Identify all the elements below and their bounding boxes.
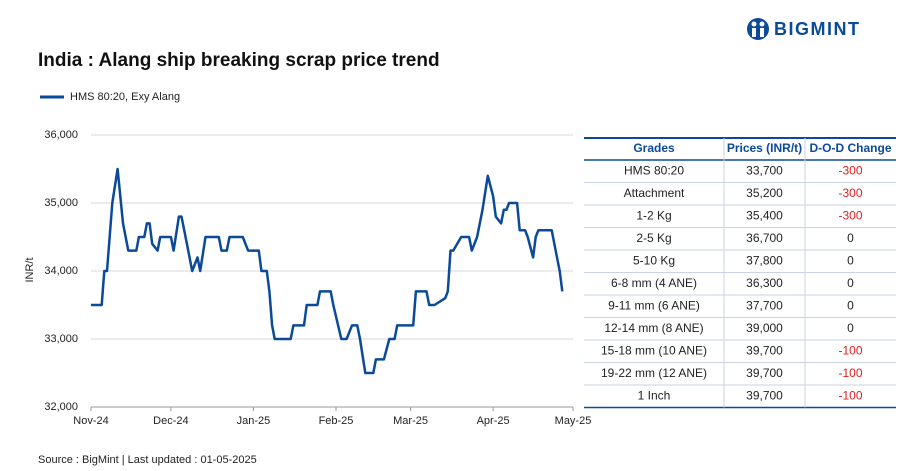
table-cell: -300	[838, 208, 862, 222]
table-cell: 0	[847, 321, 854, 335]
table-cell: 0	[847, 231, 854, 245]
table-cell: -100	[838, 388, 862, 402]
x-tick-label: Feb-25	[319, 415, 354, 427]
table-header: Grades	[633, 141, 675, 155]
table-cell: 1 Inch	[638, 388, 671, 402]
table-cell: 0	[847, 276, 854, 290]
table-cell: -300	[838, 186, 862, 200]
y-tick-label: 36,000	[44, 129, 78, 141]
y-tick-label: 33,000	[44, 333, 78, 345]
y-tick-label: 34,000	[44, 265, 78, 277]
table-cell: 36,700	[746, 231, 783, 245]
x-tick-label: Dec-24	[153, 415, 188, 427]
logo-icon-dot	[759, 21, 765, 27]
logo-icon	[747, 18, 769, 40]
price-table: Grades Prices (INR/t) D-O-D Change HMS 80:2…	[584, 137, 896, 409]
x-tick-label: May-25	[555, 415, 592, 427]
logo-icon-bar	[752, 28, 756, 37]
x-tick-label: Apr-25	[477, 415, 510, 427]
table-cell: 5-10 Kg	[633, 253, 675, 267]
table-header: D-O-D Change	[810, 141, 892, 155]
legend-label: HMS 80:20, Exy Alang	[70, 91, 180, 103]
table-cell: 12-14 mm (8 ANE)	[604, 321, 703, 335]
price-line	[91, 167, 564, 375]
x-tick-label: Mar-25	[393, 415, 428, 427]
logo-text: BIGMINT	[774, 19, 861, 39]
table-cell: 37,800	[746, 253, 783, 267]
logo-icon-bar	[760, 28, 764, 37]
y-axis-label: INR/t	[24, 257, 36, 282]
table-cell: 35,200	[746, 186, 783, 200]
table-cell: 37,700	[746, 298, 783, 312]
y-tick-label: 32,000	[44, 401, 78, 413]
table-cell: -300	[838, 163, 862, 177]
table-cell: 0	[847, 253, 854, 267]
chart-title: India : Alang ship breaking scrap price …	[38, 50, 440, 71]
table-cell: -100	[838, 343, 862, 357]
table-cell: 0	[847, 298, 854, 312]
table-cell: 6-8 mm (4 ANE)	[611, 276, 697, 290]
logo: BIGMINT	[747, 18, 861, 40]
table-cell: HMS 80:20	[624, 163, 684, 177]
table-header: Prices (INR/t)	[727, 141, 802, 155]
table-cell: 1-2 Kg	[636, 208, 671, 222]
table-cell: 9-11 mm (6 ANE)	[608, 298, 700, 312]
table-cell: 33,700	[746, 163, 783, 177]
logo-icon-dot	[751, 21, 757, 27]
x-tick-label: Jan-25	[237, 415, 271, 427]
table-cell: 19-22 mm (12 ANE)	[601, 366, 707, 380]
table-cell: 36,300	[746, 276, 783, 290]
table-cell: 2-5 Kg	[636, 231, 671, 245]
table-cell: 39,000	[746, 321, 783, 335]
x-tick-label: Nov-24	[73, 415, 108, 427]
table-cell: 39,700	[746, 388, 783, 402]
table-cell: -100	[838, 366, 862, 380]
table-cell: 35,400	[746, 208, 783, 222]
table-cell: 39,700	[746, 343, 783, 357]
table-cell: Attachment	[624, 186, 685, 200]
table-cell: 39,700	[746, 366, 783, 380]
y-tick-label: 35,000	[44, 197, 78, 209]
source-note: Source : BigMint | Last updated : 01-05-…	[38, 454, 257, 466]
table-cell: 15-18 mm (10 ANE)	[601, 343, 707, 357]
